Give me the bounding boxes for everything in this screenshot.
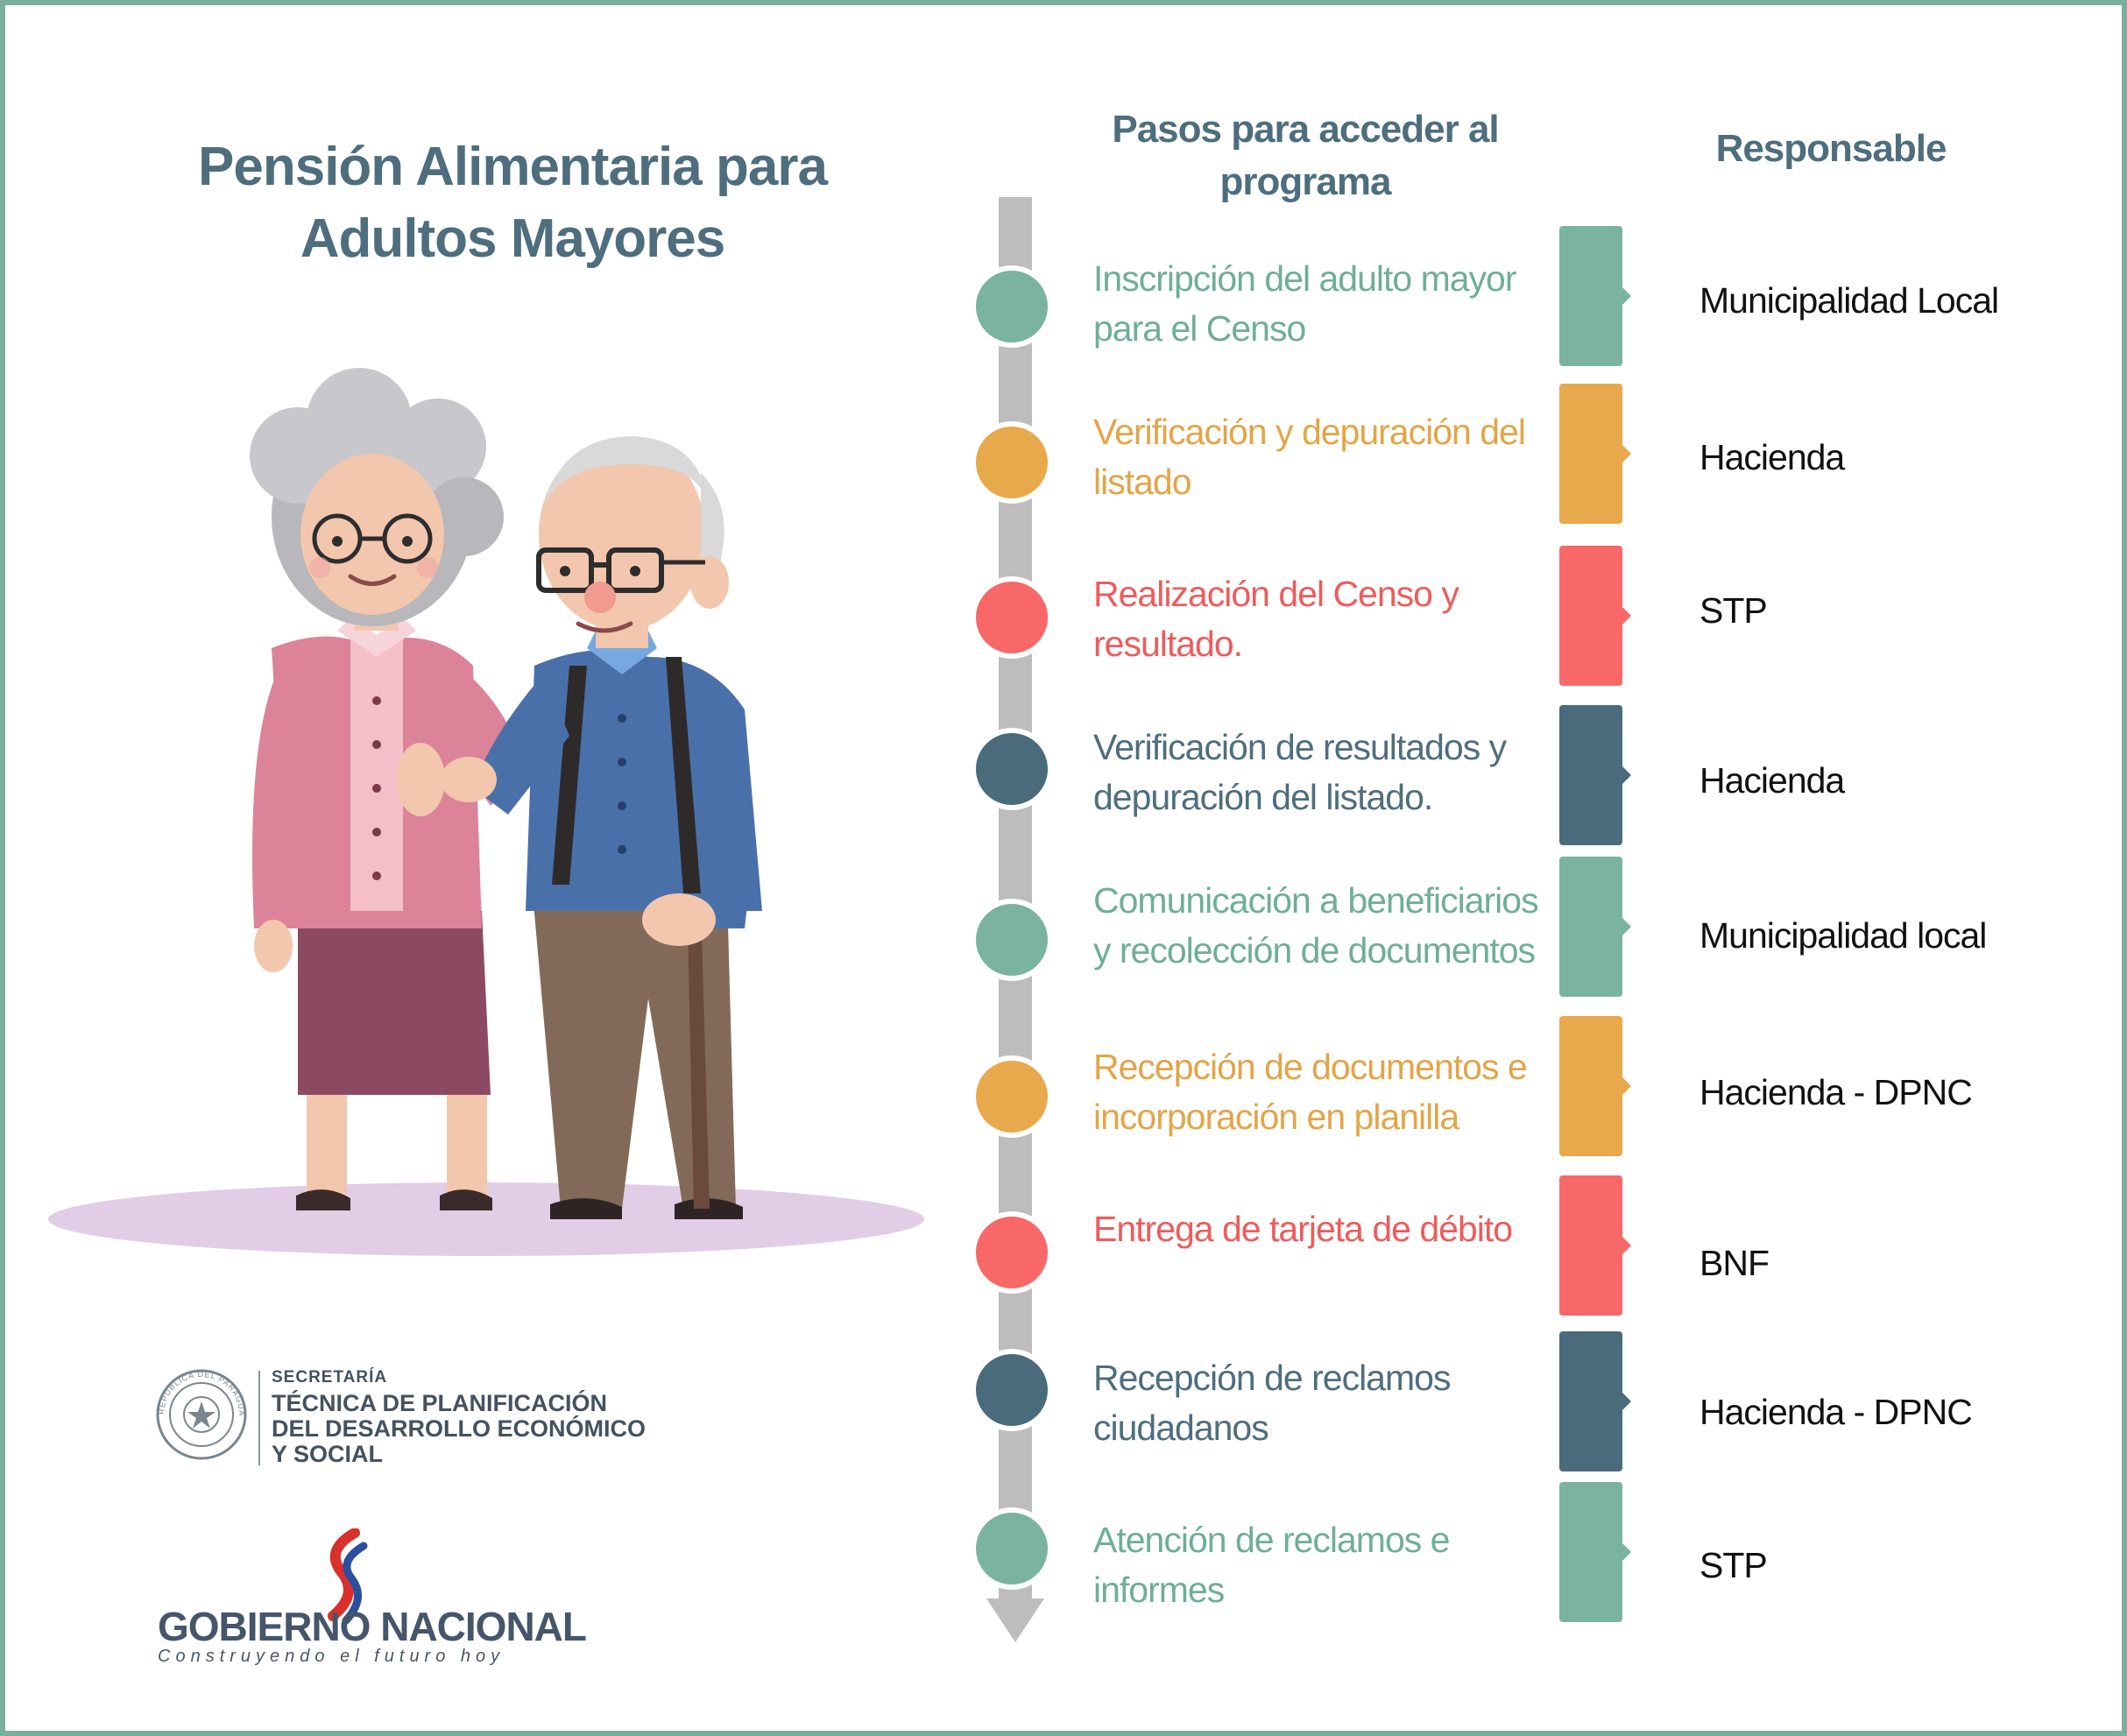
timeline-step-marker (971, 728, 1053, 810)
step-text: Recepción de documentos e incorporación … (1093, 1047, 1528, 1137)
steps-header: Pasos para acceder al programa (1112, 108, 1499, 203)
responsible-color-bar (1559, 226, 1631, 366)
step-text: Recepción de reclamos ciudadanos (1093, 1358, 1451, 1448)
step-text: Inscripción del adulto mayor para el Cen… (1093, 258, 1516, 349)
timeline-arrow-icon (986, 1598, 1044, 1642)
secretaria-name: SECRETARÍA TÉCNICA DE PLANIFICACIÓN DEL … (272, 1368, 646, 1467)
responsible-text: Municipalidad local (1699, 915, 1987, 956)
elderly-couple-illustration (48, 368, 924, 1256)
timeline-step-marker (971, 1211, 1053, 1294)
timeline-step-marker (971, 899, 1053, 981)
secretaria-line-3: Y SOCIAL (272, 1441, 384, 1467)
responsible-text: Hacienda (1699, 760, 1845, 801)
responsible-color-bar (1559, 1175, 1631, 1316)
responsible-text: Municipalidad Local (1699, 280, 1999, 321)
elderly-man-figure (396, 436, 762, 1219)
timeline-step-marker (971, 421, 1053, 504)
secretaria-line-1: TÉCNICA DE PLANIFICACIÓN (272, 1390, 607, 1416)
responsible-color-bar (1559, 1016, 1631, 1156)
step-text: Verificación y depuración del listado (1093, 412, 1526, 502)
responsible-header: Responsable (1715, 127, 1947, 170)
secretaria-seal-icon: REPÚBLICA DEL PARAGUAY (153, 1366, 247, 1460)
gobierno-nacional-title: GOBIERNO NACIONAL (158, 1604, 587, 1649)
step-text: Verificación de resultados y depuración … (1093, 727, 1507, 817)
secretaria-small-label: SECRETARÍA (272, 1368, 388, 1387)
timeline-step-marker (971, 265, 1053, 348)
responsible-color-bar (1559, 1482, 1631, 1622)
timeline-step-marker (971, 1349, 1053, 1431)
timeline-step-marker (971, 576, 1053, 659)
responsible-color-bar (1559, 1331, 1631, 1471)
step-text: Atención de reclamos e informes (1093, 1520, 1450, 1610)
step-text: Entrega de tarjeta de débito (1093, 1209, 1513, 1249)
responsible-color-bar (1559, 384, 1631, 524)
step-text: Comunicación a beneficiarios y recolecci… (1093, 880, 1539, 970)
step-text: Realización del Censo y resultado. (1093, 574, 1459, 664)
gobierno-slogan: Construyendo el futuro hoy (158, 1647, 505, 1666)
responsible-text: Hacienda (1699, 437, 1845, 477)
seal-divider (258, 1371, 260, 1465)
responsible-text: STP (1699, 1545, 1768, 1585)
responsible-color-bar (1559, 705, 1631, 845)
responsible-text: BNF (1699, 1243, 1770, 1283)
timeline-step-marker (971, 1055, 1053, 1138)
responsible-text: Hacienda - DPNC (1699, 1392, 1973, 1432)
secretaria-line-2: DEL DESARROLLO ECONÓMICO (272, 1415, 647, 1442)
page-title: Pensión Alimentaria para Adultos Mayores (198, 137, 828, 269)
responsible-text: STP (1699, 590, 1768, 631)
responsible-text: Hacienda - DPNC (1699, 1072, 1973, 1112)
gobierno-flag-logo-icon (328, 1528, 368, 1625)
timeline-step-marker (971, 1507, 1053, 1590)
responsible-color-bar (1559, 857, 1631, 997)
responsible-color-bar (1559, 546, 1631, 686)
elderly-woman-figure (250, 368, 526, 1210)
timeline (971, 197, 1053, 1642)
timeline-markers (971, 265, 1053, 1590)
